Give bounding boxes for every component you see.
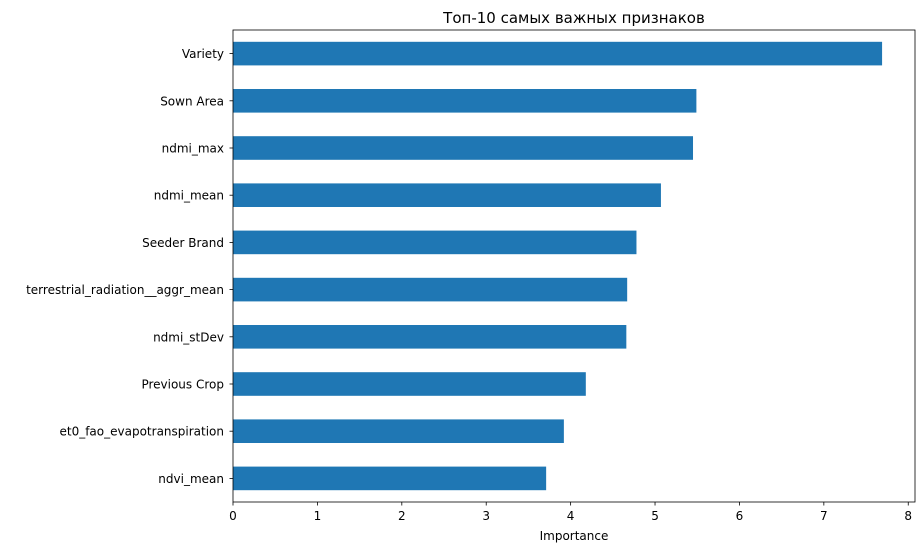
bar: [233, 277, 628, 302]
x-axis-label: Importance: [540, 529, 609, 543]
bar: [233, 419, 564, 443]
plot-frame: [232, 29, 916, 503]
bar: [233, 325, 627, 349]
bar: [233, 372, 586, 396]
x-tick-label: 2: [398, 509, 406, 523]
y-axis-ticks: Variety Sown Area ndmi_max ndmi_mean Seeder …: [26, 47, 233, 486]
y-tick-label: Seeder Brand: [142, 236, 224, 250]
x-tick-label: 5: [651, 509, 659, 523]
x-tick-label: 3: [482, 509, 490, 523]
x-tick-label: 4: [567, 509, 575, 523]
bar: [233, 136, 694, 160]
y-tick-label: et0_fao_evapotranspiration: [59, 425, 224, 439]
y-tick-label: ndmi_mean: [154, 189, 224, 203]
y-tick-label: Variety: [182, 47, 224, 61]
x-tick-label: 0: [229, 509, 237, 523]
x-tick-label: 7: [820, 509, 828, 523]
y-tick-label: ndmi_stDev: [153, 330, 224, 344]
x-tick-label: 6: [736, 509, 744, 523]
bar: [233, 41, 883, 66]
x-tick-label: 1: [314, 509, 322, 523]
bar: [233, 230, 637, 255]
y-tick-label: Previous Crop: [141, 378, 224, 392]
y-tick-label: Sown Area: [160, 94, 224, 108]
x-tick-label: 8: [904, 509, 912, 523]
y-tick-label: ndmi_max: [162, 142, 224, 156]
bars-group: [233, 41, 883, 491]
y-tick-label: ndvi_mean: [158, 472, 224, 486]
x-axis-ticks: 0 1 2 3 4 5 6 7 8: [229, 502, 912, 523]
bar: [233, 466, 547, 491]
y-tick-label: terrestrial_radiation__aggr_mean: [26, 283, 224, 297]
chart-title: Топ-10 самых важных признаков: [442, 9, 705, 27]
bar: [233, 183, 661, 207]
bar: [233, 89, 697, 113]
